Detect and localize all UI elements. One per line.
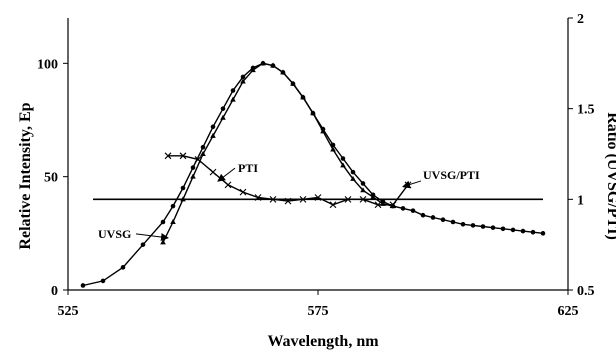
data-point bbox=[80, 283, 86, 288]
data-point bbox=[400, 206, 406, 211]
data-point bbox=[340, 162, 346, 168]
data-point bbox=[310, 110, 316, 116]
annotation-arrow bbox=[135, 233, 169, 241]
data-point bbox=[240, 74, 246, 80]
data-point bbox=[260, 60, 266, 66]
chart-annotations: PTI UVSG UVSG/PTI bbox=[98, 161, 480, 241]
y-tick-label: 50 bbox=[44, 171, 58, 186]
annotation-label: UVSG bbox=[98, 227, 131, 241]
chart-axes: 525 575 625 0 50 100 0.5 1 1.5 2 bbox=[37, 12, 595, 319]
data-point bbox=[210, 132, 216, 138]
annotation-arrow bbox=[402, 180, 422, 189]
data-point bbox=[239, 188, 247, 196]
data-point bbox=[170, 219, 176, 224]
data-point bbox=[450, 219, 456, 225]
data-point bbox=[430, 215, 436, 220]
data-point bbox=[160, 239, 166, 245]
data-point bbox=[340, 156, 346, 161]
data-point bbox=[490, 225, 496, 230]
data-point bbox=[200, 151, 206, 156]
annotation-arrow bbox=[217, 167, 236, 182]
annotation-label: PTI bbox=[238, 161, 258, 175]
data-point bbox=[200, 144, 206, 150]
series-pti bbox=[160, 60, 396, 245]
data-point bbox=[300, 94, 306, 100]
data-point bbox=[190, 165, 196, 170]
data-point bbox=[420, 212, 426, 218]
data-point bbox=[410, 208, 416, 213]
data-point bbox=[180, 185, 186, 191]
data-point bbox=[120, 265, 126, 270]
data-point bbox=[250, 67, 256, 73]
data-point bbox=[350, 175, 356, 181]
data-point bbox=[230, 96, 236, 102]
x-tick-label: 575 bbox=[308, 304, 329, 319]
data-point bbox=[320, 128, 326, 134]
data-point bbox=[510, 227, 516, 233]
y-axis-title: Relative Intensity, Ep bbox=[17, 102, 34, 249]
chart-series-layer bbox=[80, 60, 546, 288]
y-tick-label: 100 bbox=[37, 57, 58, 72]
data-point bbox=[280, 69, 286, 75]
data-point bbox=[470, 223, 476, 228]
x-axis-title: Wavelength, nm bbox=[267, 333, 379, 350]
data-point bbox=[140, 242, 146, 247]
data-point bbox=[389, 201, 397, 209]
data-point bbox=[270, 62, 276, 68]
data-point bbox=[224, 181, 232, 189]
data-point bbox=[220, 114, 226, 120]
data-point bbox=[360, 187, 366, 193]
data-point bbox=[190, 173, 196, 179]
y2-tick-label: 1 bbox=[577, 193, 584, 208]
data-point bbox=[520, 228, 526, 234]
y2-tick-label: 2 bbox=[577, 12, 584, 27]
data-point bbox=[374, 201, 382, 209]
series-uvsg-pti bbox=[164, 152, 412, 209]
data-point bbox=[220, 106, 226, 111]
data-point bbox=[160, 219, 166, 225]
data-point bbox=[360, 181, 366, 186]
data-point bbox=[179, 152, 187, 160]
data-point bbox=[290, 80, 296, 86]
data-point bbox=[209, 168, 217, 176]
chart-labels: Wavelength, nm Relative Intensity, Ep Ra… bbox=[17, 102, 616, 350]
data-point bbox=[350, 169, 356, 175]
data-point bbox=[500, 226, 506, 232]
y-tick-label: 0 bbox=[51, 284, 58, 299]
data-point bbox=[540, 231, 546, 236]
x-tick-label: 625 bbox=[558, 304, 579, 319]
data-point bbox=[240, 78, 246, 84]
data-point bbox=[164, 152, 172, 160]
annotation-label: UVSG/PTI bbox=[423, 168, 480, 182]
y2-tick-label: 1.5 bbox=[577, 103, 595, 118]
data-point bbox=[480, 224, 486, 229]
data-point bbox=[210, 124, 216, 130]
y2-axis-title: Ratio (UVSG/PTI) bbox=[604, 112, 616, 240]
data-point bbox=[194, 156, 202, 163]
data-point bbox=[100, 278, 106, 284]
data-point bbox=[330, 146, 336, 152]
data-point bbox=[370, 194, 376, 200]
x-tick-label: 525 bbox=[58, 304, 79, 319]
y2-tick-label: 0.5 bbox=[577, 284, 595, 299]
series-line-pti bbox=[162, 62, 394, 243]
data-point bbox=[170, 203, 176, 209]
data-point bbox=[230, 88, 236, 93]
data-point bbox=[440, 217, 446, 223]
data-point bbox=[460, 221, 466, 227]
data-point bbox=[530, 229, 536, 235]
data-point bbox=[329, 201, 337, 209]
